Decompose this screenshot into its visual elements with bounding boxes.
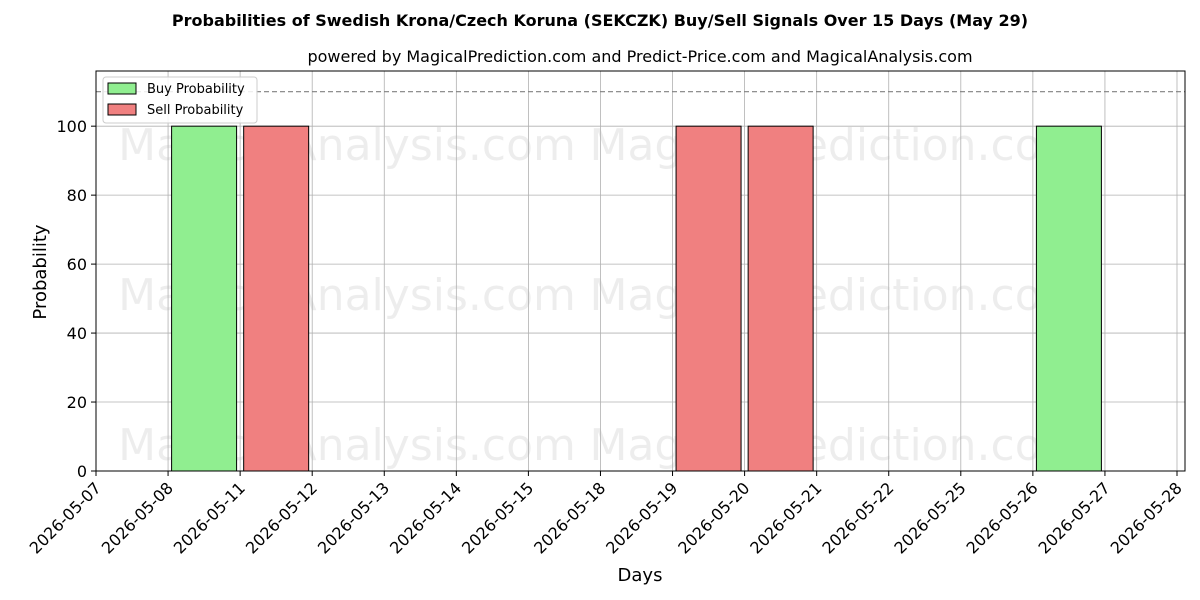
- x-tick-label: 2026-05-27: [1035, 478, 1114, 557]
- legend-label-sell: Sell Probability: [147, 103, 244, 118]
- y-tick-label: 40: [67, 324, 87, 343]
- y-tick-label: 60: [67, 255, 87, 274]
- x-tick-label: 2026-05-21: [746, 478, 825, 557]
- bars: [171, 125, 1102, 472]
- sell-probability-bar: [243, 125, 310, 472]
- grid: [95, 71, 1185, 472]
- legend-label-buy: Buy Probability: [147, 82, 245, 97]
- sell-probability-bar: [675, 125, 742, 472]
- x-tick-label: 2026-05-28: [1107, 478, 1186, 557]
- x-tick-label: 2026-05-08: [98, 478, 177, 557]
- x-tick-label: 2026-05-15: [458, 478, 537, 557]
- watermark-text: MagicalPrediction.com: [590, 270, 1085, 321]
- chart-title: Probabilities of Swedish Krona/Czech Kor…: [172, 11, 1028, 30]
- x-tick-label: 2026-05-12: [242, 478, 321, 557]
- y-tick-label: 80: [67, 186, 87, 205]
- plot-frame: [95, 70, 1186, 472]
- x-tick-label: 2026-05-22: [818, 478, 897, 557]
- x-tick-label: 2026-05-25: [890, 478, 969, 557]
- x-axis-label: Days: [618, 565, 663, 586]
- y-tick-label: 0: [77, 462, 87, 481]
- watermark-text: MagicalPrediction.com: [590, 420, 1085, 471]
- legend: Buy Probability Sell Probability: [102, 76, 258, 124]
- chart-subtitle: powered by MagicalPrediction.com and Pre…: [307, 47, 972, 66]
- x-tick-label: 2026-05-18: [530, 478, 609, 557]
- y-axis-label: Probability: [30, 224, 51, 319]
- x-tick-label: 2026-05-26: [963, 478, 1042, 557]
- y-tick-label: 100: [56, 117, 87, 136]
- watermark-text: MagicalPrediction.com: [590, 120, 1085, 171]
- buy-probability-bar: [171, 125, 238, 472]
- legend-swatch-sell: [107, 103, 137, 116]
- x-tick-label: 2026-05-13: [314, 478, 393, 557]
- x-axis: 2026-05-072026-05-082026-05-112026-05-12…: [26, 471, 1186, 558]
- buy-probability-bar: [1035, 125, 1102, 472]
- x-tick-label: 2026-05-11: [170, 478, 249, 557]
- y-tick-label: 20: [67, 393, 87, 412]
- legend-swatch-buy: [107, 82, 137, 95]
- x-tick-label: 2026-05-19: [602, 478, 681, 557]
- x-tick-label: 2026-05-07: [26, 478, 105, 557]
- y-axis: 0 20 40 60 80 100: [56, 117, 96, 481]
- x-tick-label: 2026-05-20: [674, 478, 753, 557]
- x-tick-label: 2026-05-14: [386, 478, 465, 557]
- legend-box: [102, 76, 258, 124]
- sell-probability-bar: [747, 125, 814, 472]
